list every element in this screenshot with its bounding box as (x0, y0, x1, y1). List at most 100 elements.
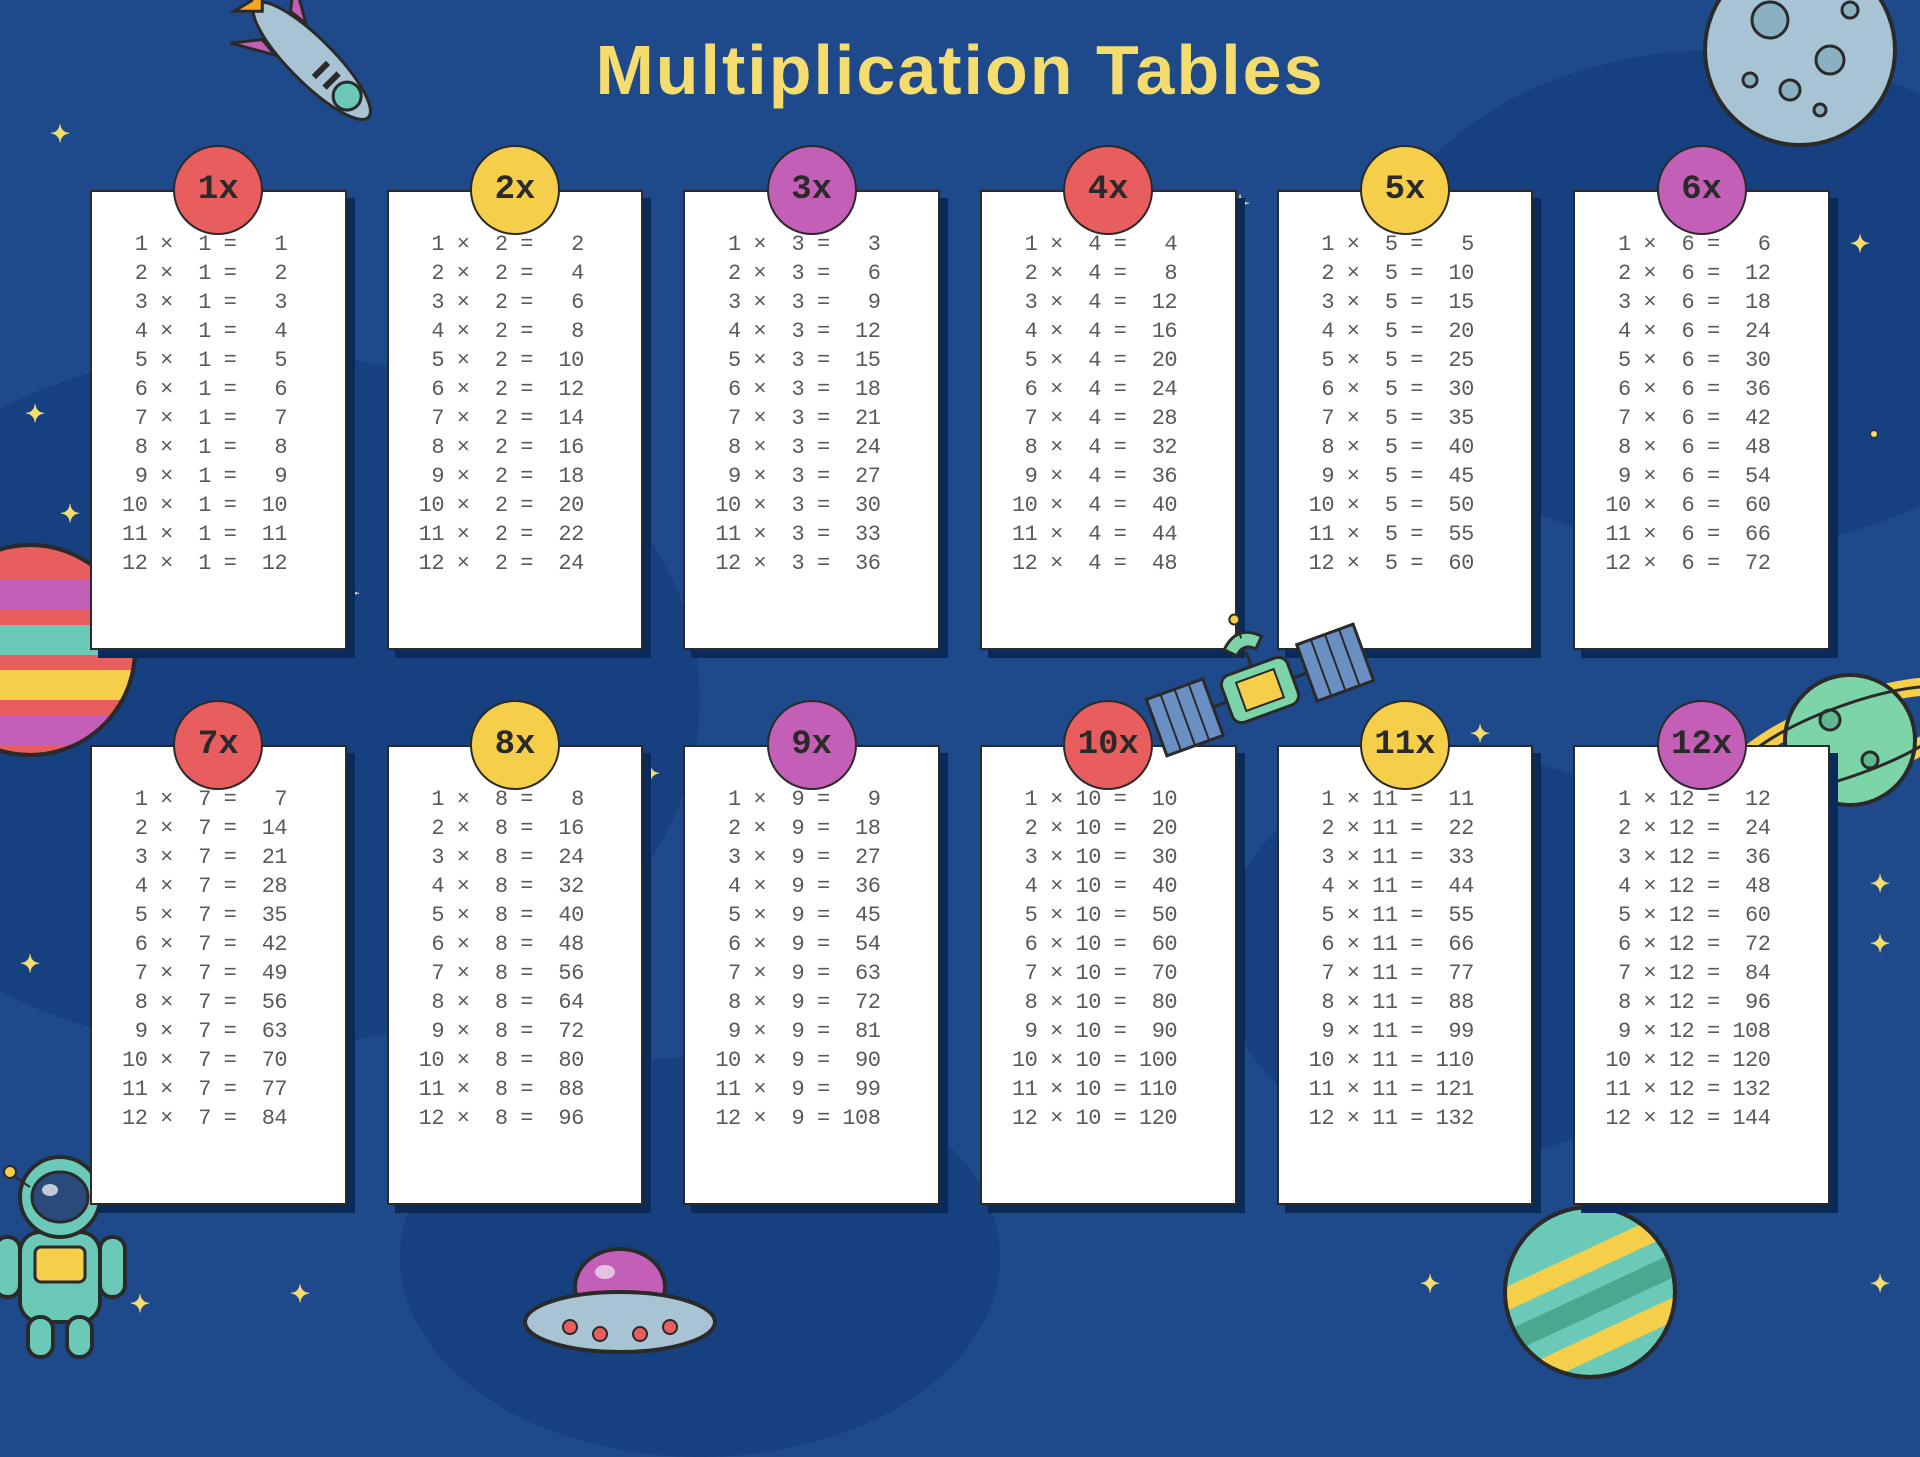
table-row: 7 × 6 = 42 (1605, 406, 1808, 431)
table-row: 9 × 3 = 27 (715, 464, 918, 489)
table-card-2: 2x 1 × 2 = 2 2 × 2 = 4 3 × 2 = 6 4 × 2 =… (387, 145, 644, 650)
table-row: 12 × 6 = 72 (1605, 551, 1808, 576)
table-row: 7 × 1 = 7 (122, 406, 325, 431)
table-card-8: 8x 1 × 8 = 8 2 × 8 = 16 3 × 8 = 24 4 × 8… (387, 700, 644, 1205)
table-row: 10 × 4 = 40 (1012, 493, 1215, 518)
table-row: 2 × 3 = 6 (715, 261, 918, 286)
table-body: 1 × 10 = 10 2 × 10 = 20 3 × 10 = 30 4 × … (980, 745, 1237, 1205)
table-row: 11 × 9 = 99 (715, 1077, 918, 1102)
table-row: 2 × 12 = 24 (1605, 816, 1808, 841)
table-row: 8 × 3 = 24 (715, 435, 918, 460)
table-row: 12 × 1 = 12 (122, 551, 325, 576)
table-row: 1 × 11 = 11 (1309, 787, 1512, 812)
table-row: 9 × 8 = 72 (419, 1019, 622, 1044)
table-row: 1 × 12 = 12 (1605, 787, 1808, 812)
table-row: 12 × 5 = 60 (1309, 551, 1512, 576)
table-row: 3 × 10 = 30 (1012, 845, 1215, 870)
table-row: 1 × 9 = 9 (715, 787, 918, 812)
table-row: 9 × 6 = 54 (1605, 464, 1808, 489)
table-row: 5 × 10 = 50 (1012, 903, 1215, 928)
table-row: 3 × 1 = 3 (122, 290, 325, 315)
table-row: 8 × 5 = 40 (1309, 435, 1512, 460)
star-icon: ✦ (25, 400, 45, 430)
green-planet-icon (1500, 1202, 1680, 1387)
table-row: 11 × 4 = 44 (1012, 522, 1215, 547)
table-row: 12 × 3 = 36 (715, 551, 918, 576)
table-row: 10 × 8 = 80 (419, 1048, 622, 1073)
table-row: 8 × 9 = 72 (715, 990, 918, 1015)
table-row: 5 × 8 = 40 (419, 903, 622, 928)
table-row: 2 × 8 = 16 (419, 816, 622, 841)
table-row: 9 × 4 = 36 (1012, 464, 1215, 489)
star-icon: ✦ (1870, 870, 1890, 900)
table-row: 7 × 5 = 35 (1309, 406, 1512, 431)
table-row: 3 × 2 = 6 (419, 290, 622, 315)
table-row: 10 × 7 = 70 (122, 1048, 325, 1073)
table-row: 3 × 8 = 24 (419, 845, 622, 870)
table-row: 11 × 1 = 11 (122, 522, 325, 547)
table-row: 8 × 10 = 80 (1012, 990, 1215, 1015)
table-row: 3 × 12 = 36 (1605, 845, 1808, 870)
table-row: 2 × 5 = 10 (1309, 261, 1512, 286)
table-row: 6 × 4 = 24 (1012, 377, 1215, 402)
table-row: 3 × 11 = 33 (1309, 845, 1512, 870)
table-row: 12 × 10 = 120 (1012, 1106, 1215, 1131)
table-row: 4 × 4 = 16 (1012, 319, 1215, 344)
table-card-9: 9x 1 × 9 = 9 2 × 9 = 18 3 × 9 = 27 4 × 9… (683, 700, 940, 1205)
star-icon: ✦ (1870, 1270, 1890, 1300)
table-row: 1 × 7 = 7 (122, 787, 325, 812)
table-row: 2 × 2 = 4 (419, 261, 622, 286)
table-row: 4 × 8 = 32 (419, 874, 622, 899)
table-row: 1 × 10 = 10 (1012, 787, 1215, 812)
table-row: 8 × 7 = 56 (122, 990, 325, 1015)
table-row: 12 × 11 = 132 (1309, 1106, 1512, 1131)
table-row: 7 × 10 = 70 (1012, 961, 1215, 986)
table-row: 1 × 4 = 4 (1012, 232, 1215, 257)
table-row: 12 × 9 = 108 (715, 1106, 918, 1131)
table-row: 8 × 2 = 16 (419, 435, 622, 460)
table-card-7: 7x 1 × 7 = 7 2 × 7 = 14 3 × 7 = 21 4 × 7… (90, 700, 347, 1205)
table-row: 4 × 2 = 8 (419, 319, 622, 344)
star-icon: ✦ (60, 500, 80, 530)
table-row: 5 × 3 = 15 (715, 348, 918, 373)
table-card-12: 12x 1 × 12 = 12 2 × 12 = 24 3 × 12 = 36 … (1573, 700, 1830, 1205)
table-body: 1 × 7 = 7 2 × 7 = 14 3 × 7 = 21 4 × 7 = … (90, 745, 347, 1205)
table-row: 6 × 2 = 12 (419, 377, 622, 402)
table-badge: 5x (1360, 145, 1450, 235)
table-row: 4 × 7 = 28 (122, 874, 325, 899)
table-row: 11 × 12 = 132 (1605, 1077, 1808, 1102)
table-row: 5 × 2 = 10 (419, 348, 622, 373)
table-row: 10 × 2 = 20 (419, 493, 622, 518)
table-row: 9 × 7 = 63 (122, 1019, 325, 1044)
table-card-4: 4x 1 × 4 = 4 2 × 4 = 8 3 × 4 = 12 4 × 4 … (980, 145, 1237, 650)
table-row: 5 × 12 = 60 (1605, 903, 1808, 928)
table-row: 11 × 3 = 33 (715, 522, 918, 547)
table-row: 9 × 5 = 45 (1309, 464, 1512, 489)
table-card-5: 5x 1 × 5 = 5 2 × 5 = 10 3 × 5 = 15 4 × 5… (1277, 145, 1534, 650)
tables-grid: 1x 1 × 1 = 1 2 × 1 = 2 3 × 1 = 3 4 × 1 =… (90, 145, 1830, 1205)
table-row: 6 × 6 = 36 (1605, 377, 1808, 402)
table-badge: 4x (1063, 145, 1153, 235)
table-row: 8 × 8 = 64 (419, 990, 622, 1015)
star-icon: ✦ (1870, 930, 1890, 960)
star-icon: ✦ (1850, 230, 1870, 260)
table-row: 11 × 5 = 55 (1309, 522, 1512, 547)
table-row: 9 × 2 = 18 (419, 464, 622, 489)
table-row: 10 × 5 = 50 (1309, 493, 1512, 518)
table-row: 9 × 1 = 9 (122, 464, 325, 489)
star-icon (1870, 430, 1878, 438)
table-row: 11 × 7 = 77 (122, 1077, 325, 1102)
table-row: 2 × 7 = 14 (122, 816, 325, 841)
table-row: 12 × 2 = 24 (419, 551, 622, 576)
table-row: 4 × 9 = 36 (715, 874, 918, 899)
star-icon: ✦ (290, 1280, 310, 1310)
star-icon: ✦ (1420, 1270, 1440, 1300)
table-row: 7 × 11 = 77 (1309, 961, 1512, 986)
star-icon: ✦ (50, 120, 70, 150)
table-badge: 9x (767, 700, 857, 790)
table-row: 12 × 4 = 48 (1012, 551, 1215, 576)
table-body: 1 × 12 = 12 2 × 12 = 24 3 × 12 = 36 4 × … (1573, 745, 1830, 1205)
table-body: 1 × 3 = 3 2 × 3 = 6 3 × 3 = 9 4 × 3 = 12… (683, 190, 940, 650)
table-row: 3 × 9 = 27 (715, 845, 918, 870)
table-row: 9 × 11 = 99 (1309, 1019, 1512, 1044)
